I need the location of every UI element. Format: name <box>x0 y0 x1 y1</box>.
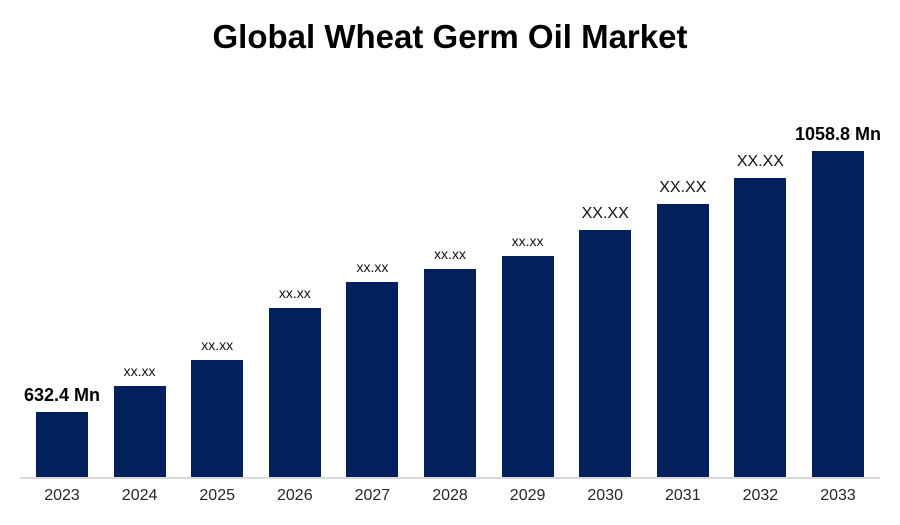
x-tick-label: 2026 <box>277 487 313 504</box>
bar-column: xx.xx <box>268 268 321 478</box>
bar <box>346 282 399 478</box>
bar-column: xx.xx <box>191 320 244 478</box>
bar-column: XX.XX <box>579 190 632 478</box>
bar-value-label: xx.xx <box>511 233 544 249</box>
bar <box>579 230 632 478</box>
bar <box>501 256 554 478</box>
x-axis-line <box>20 477 880 479</box>
x-tick-label: 2029 <box>509 487 546 504</box>
x-tick-label: 2028 <box>432 487 468 504</box>
bar-value-label: xx.xx <box>434 246 466 262</box>
bar <box>113 386 166 478</box>
bar-value-label: 632.4 Mn <box>23 385 101 405</box>
x-tick-label: 2033 <box>820 487 856 504</box>
bar-column: xx.xx <box>346 242 399 478</box>
bar-column: xx.xx <box>424 229 476 478</box>
bar <box>424 269 476 478</box>
plot-area: 632.4 Mn xx.xx xx.xx xx.xx xx.xx xx.xx xx.xx XX… <box>24 0 881 478</box>
bar <box>734 178 787 478</box>
bar-value-label: 1058.8 Mn <box>794 124 882 144</box>
bar <box>191 360 244 478</box>
bar-value-label: XX.XX <box>736 153 784 170</box>
x-tick-label: 2030 <box>587 487 623 504</box>
bar <box>268 308 321 478</box>
bar <box>812 151 864 478</box>
bar-column: XX.XX <box>656 164 709 478</box>
bar-column: 632.4 Mn <box>24 372 100 478</box>
bar-value-label: XX.XX <box>659 179 707 196</box>
x-tick-label: 2031 <box>665 487 701 504</box>
x-tick-label: 2025 <box>199 487 235 504</box>
bar-column: xx.xx <box>501 216 554 478</box>
bar-column: 1058.8 Mn <box>795 111 881 478</box>
bar <box>656 204 709 478</box>
bar <box>36 412 88 478</box>
bar-value-label: xx.xx <box>356 259 389 275</box>
x-tick-label: 2032 <box>742 487 779 504</box>
bar-value-label: xx.xx <box>278 285 311 301</box>
bar-column: XX.XX <box>734 138 787 478</box>
chart-title: Global Wheat Germ Oil Market <box>212 18 688 55</box>
bar-value-label: xx.xx <box>201 337 234 353</box>
x-tick-label: 2027 <box>354 487 391 504</box>
x-tick-label: 2023 <box>44 487 80 504</box>
bar-value-label: XX.XX <box>581 205 629 222</box>
bar-value-label: xx.xx <box>123 363 156 379</box>
x-tick-label: 2024 <box>121 487 158 504</box>
bar-column: xx.xx <box>113 346 166 478</box>
